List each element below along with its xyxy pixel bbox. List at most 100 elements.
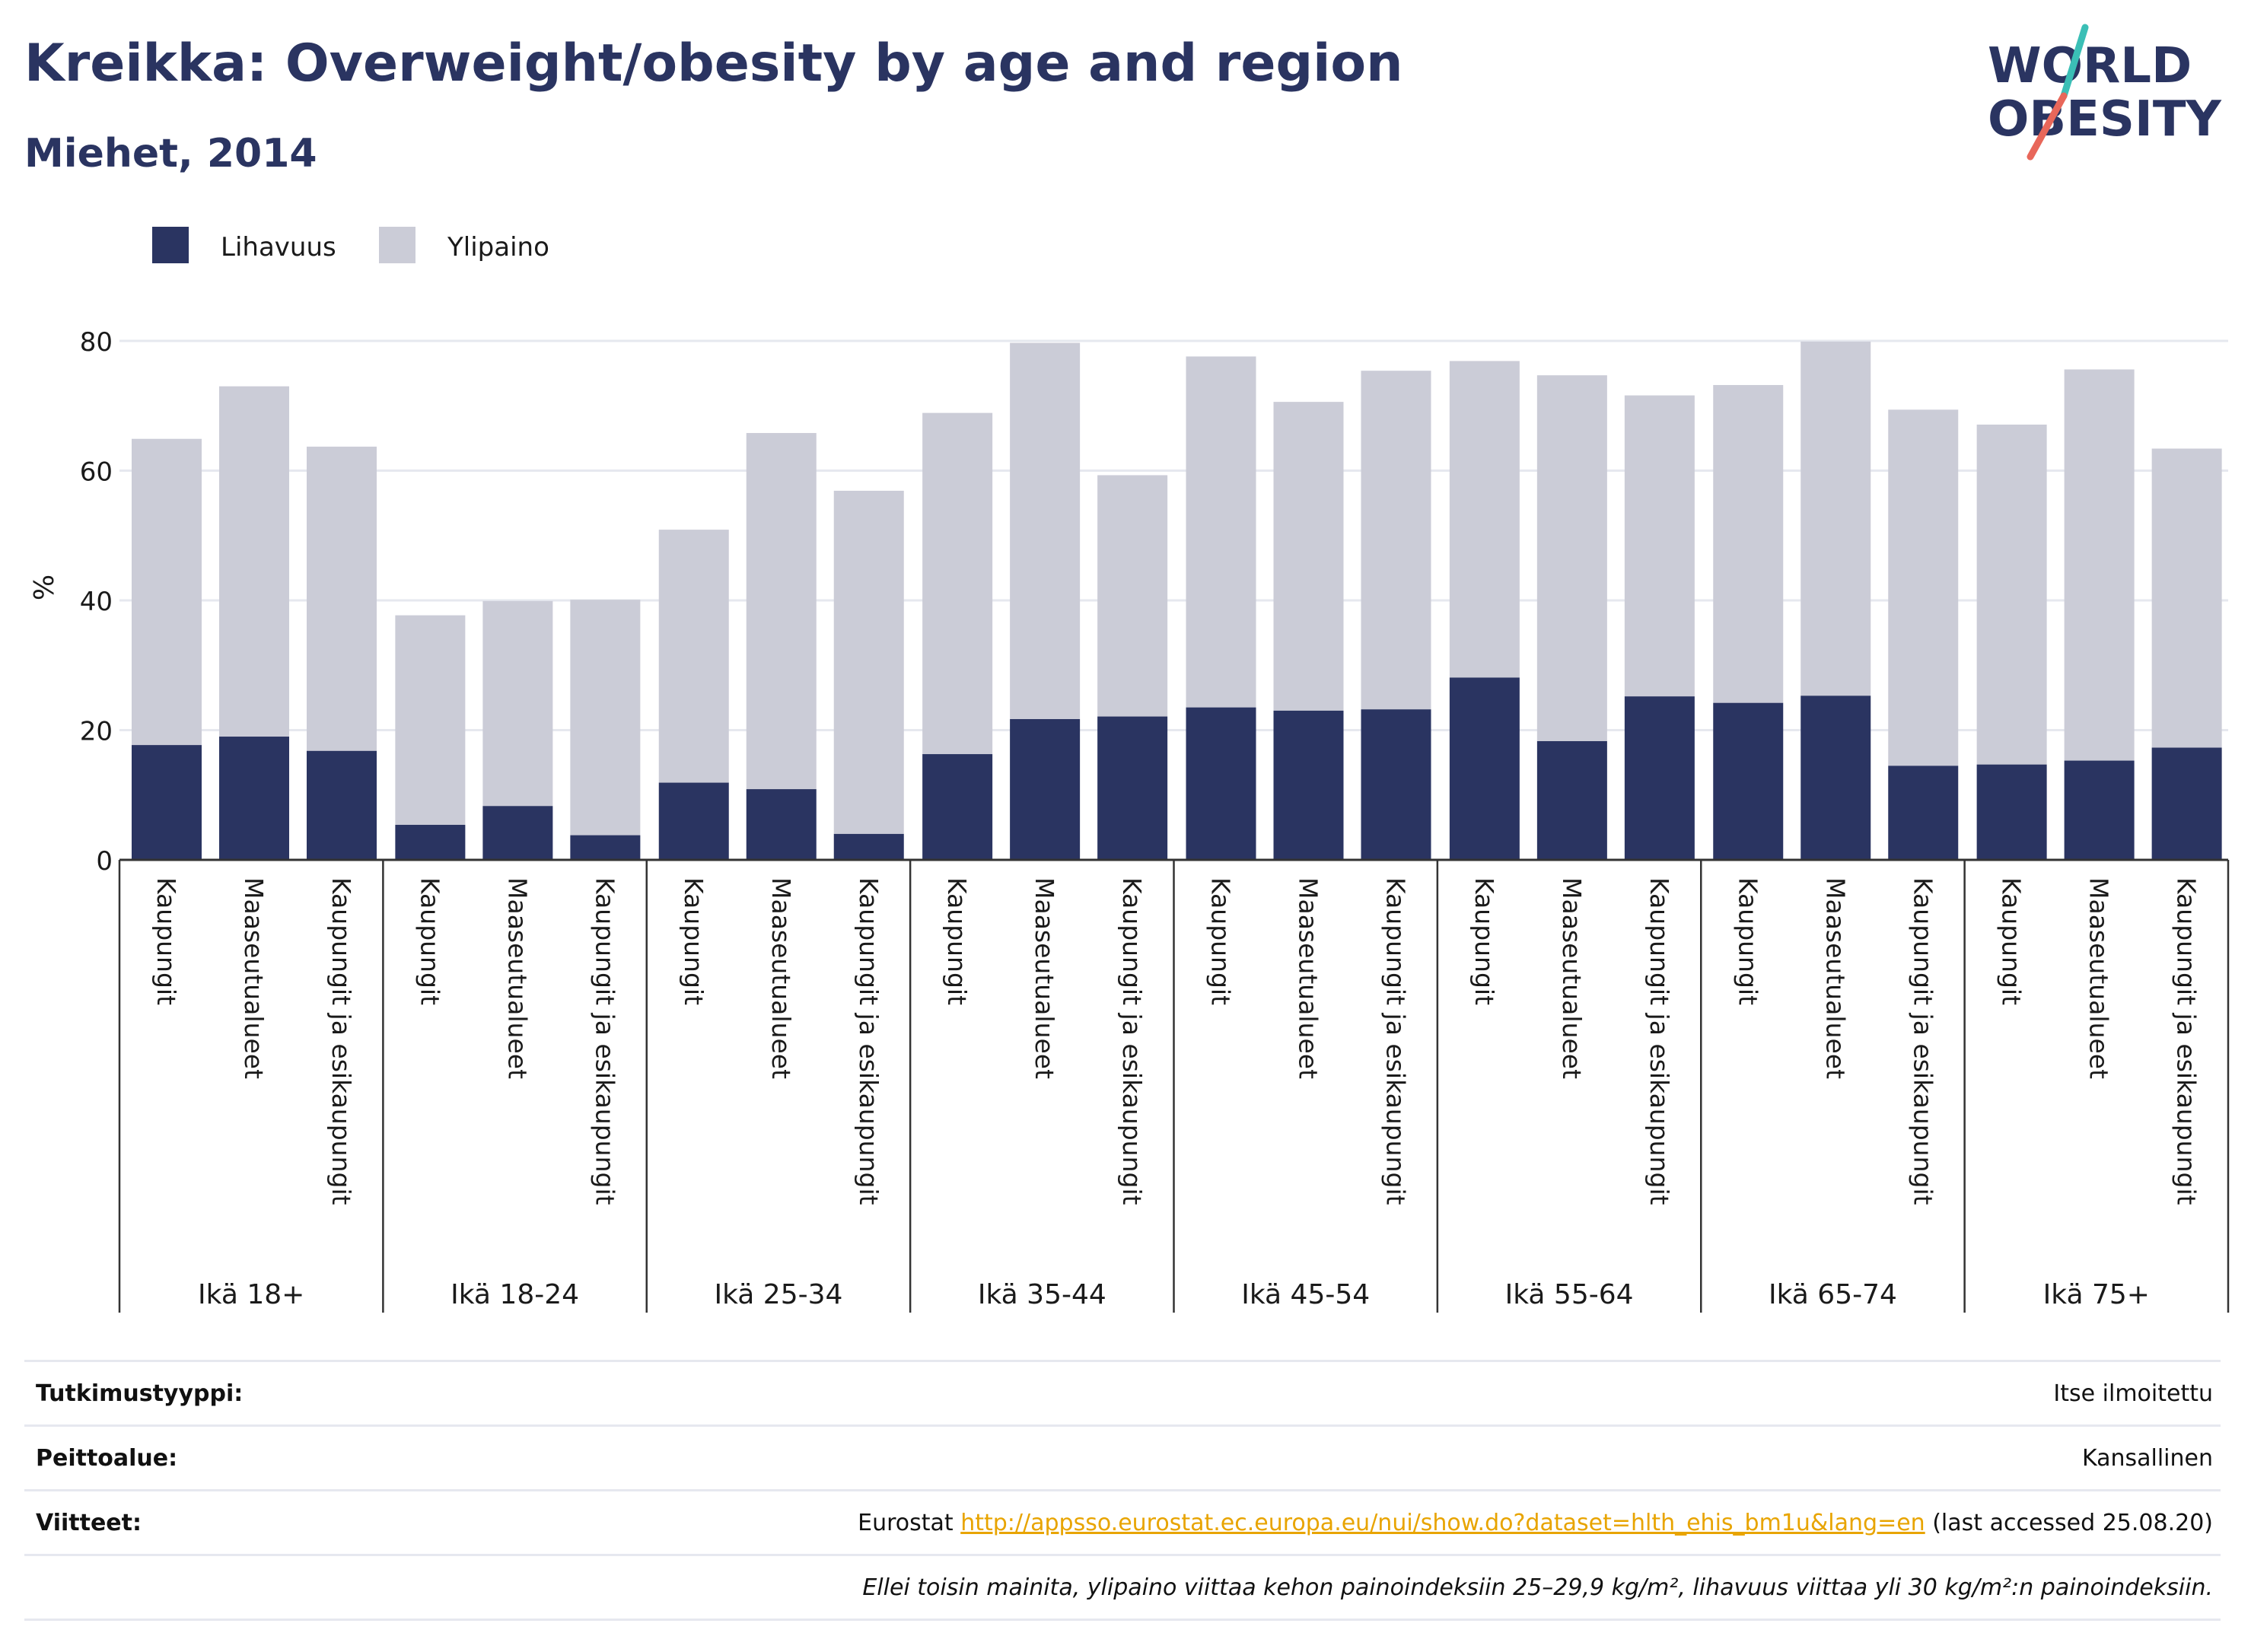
x-category-label: Kaupungit xyxy=(679,877,708,1005)
bar-ylipaino xyxy=(1800,341,1871,696)
x-group-label: Ikä 25-34 xyxy=(714,1279,842,1310)
bar-lihavuus xyxy=(1536,740,1607,860)
bar-lihavuus xyxy=(658,782,729,860)
bar-ylipaino xyxy=(1010,342,1081,720)
x-category-label: Kaupungit ja esikaupungit xyxy=(854,877,884,1205)
bar-lihavuus xyxy=(833,833,904,860)
bar-lihavuus xyxy=(1361,709,1431,860)
y-tick-label: 20 xyxy=(80,717,113,747)
bar-lihavuus xyxy=(1273,710,1344,860)
meta-value: Kansallinen xyxy=(2081,1445,2213,1472)
x-category-label: Kaupungit ja esikaupungit xyxy=(2172,877,2202,1205)
y-tick-label: 0 xyxy=(96,846,113,877)
y-axis-title: % xyxy=(29,575,60,600)
bar-ylipaino xyxy=(1186,356,1256,708)
x-category-label: Kaupungit ja esikaupungit xyxy=(590,877,619,1205)
meta-label: Tutkimustyyppi: xyxy=(36,1380,244,1407)
bar-ylipaino xyxy=(1536,375,1607,741)
y-axis: 0 20 40 60 80% xyxy=(29,327,113,877)
bar-lihavuus xyxy=(1800,695,1871,860)
x-category-label: Kaupungit ja esikaupungit xyxy=(326,877,356,1205)
bar-ylipaino xyxy=(1097,475,1168,717)
bar-lihavuus xyxy=(1097,716,1168,860)
x-category-label: Kaupungit xyxy=(1469,877,1499,1005)
meta-row: Tutkimustyyppi: Itse ilmoitettu xyxy=(24,1360,2221,1424)
logo-text-world: WORLD xyxy=(1988,38,2192,94)
meta-row: Viitteet: Eurostat http://appsso.eurostat… xyxy=(24,1489,2221,1554)
x-category-label: Kaupungit xyxy=(415,877,444,1005)
bar-ylipaino xyxy=(219,386,289,737)
x-group-label: Ikä 35-44 xyxy=(978,1279,1106,1310)
meta-row: Ellei toisin mainita, ylipaino viittaa k… xyxy=(24,1554,2221,1621)
bar-lihavuus xyxy=(922,754,993,860)
meta-row: Peittoalue: Kansallinen xyxy=(24,1424,2221,1489)
chart-title: Kreikka: Overweight/obesity by age and r… xyxy=(24,33,1403,94)
bar-lihavuus xyxy=(1186,707,1256,860)
bar-ylipaino xyxy=(2064,369,2135,761)
bar-ylipaino xyxy=(658,530,729,783)
stacked-bar-chart: Lihavuus Ylipaino 0 20 40 60 80% Kaupungit Maa… xyxy=(29,227,2230,1313)
x-category-label: Maaseutualueet xyxy=(1820,877,1850,1079)
logo-slash-red xyxy=(2027,92,2068,161)
bar-lihavuus xyxy=(395,824,466,860)
bar-lihavuus xyxy=(1976,764,2047,860)
x-category-label: Maaseutualueet xyxy=(239,877,269,1079)
x-group-label: Ikä 45-54 xyxy=(1241,1279,1370,1310)
bar-lihavuus xyxy=(482,806,553,860)
chart-subtitle: Miehet, 2014 xyxy=(24,131,317,177)
x-group-label: Ikä 75+ xyxy=(2043,1279,2150,1310)
x-category-label: Maaseutualueet xyxy=(1294,877,1323,1079)
x-category-label: Maaseutualueet xyxy=(2084,877,2114,1079)
bar-ylipaino xyxy=(833,490,904,834)
bar-lihavuus xyxy=(746,789,817,860)
bar-lihavuus xyxy=(1624,696,1695,860)
bar-ylipaino xyxy=(1449,361,1520,678)
legend-swatch-lihavuus xyxy=(152,227,189,263)
bar-lihavuus xyxy=(570,835,641,860)
y-tick-label: 60 xyxy=(80,457,113,488)
bar-ylipaino xyxy=(570,600,641,836)
meta-value: Itse ilmoitettu xyxy=(2053,1380,2213,1407)
bar-ylipaino xyxy=(1624,395,1695,697)
meta-label: Peittoalue: xyxy=(36,1445,178,1472)
x-group-label: Ikä 18+ xyxy=(198,1279,304,1310)
bar-lihavuus xyxy=(1449,677,1520,860)
x-category-label: Kaupungit xyxy=(1997,877,2027,1005)
bar-lihavuus xyxy=(2064,760,2135,860)
bar-ylipaino xyxy=(1361,371,1431,710)
x-category-label: Maaseutualueet xyxy=(502,877,532,1079)
metadata-table: Tutkimustyyppi: Itse ilmoitettu Peittoalue… xyxy=(24,1360,2221,1621)
bars xyxy=(132,341,2222,860)
bar-ylipaino xyxy=(1888,409,1959,766)
bar-lihavuus xyxy=(219,737,289,860)
bar-ylipaino xyxy=(1713,384,1784,703)
meta-value: Eurostat http://appsso.eurostat.ec.europ… xyxy=(858,1510,2213,1536)
x-category-label: Kaupungit xyxy=(1206,877,1236,1005)
bar-ylipaino xyxy=(746,433,817,790)
x-category-label: Kaupungit xyxy=(151,877,181,1005)
y-tick-label: 40 xyxy=(80,587,113,617)
bar-ylipaino xyxy=(1273,402,1344,711)
bar-lihavuus xyxy=(1888,766,1959,860)
bar-ylipaino xyxy=(482,600,553,807)
bar-ylipaino xyxy=(922,412,993,755)
x-category-label: Kaupungit ja esikaupungit xyxy=(1381,877,1411,1205)
logo-text-obesity: OBESITY xyxy=(1988,91,2221,148)
bar-lihavuus xyxy=(132,745,202,860)
gridlines xyxy=(119,339,2228,731)
x-category-label: Kaupungit ja esikaupungit xyxy=(1117,877,1147,1205)
x-category-label: Kaupungit xyxy=(1733,877,1762,1005)
legend-swatch-ylipaino xyxy=(379,227,415,263)
reference-link[interactable]: http://appsso.eurostat.ec.europa.eu/nui/… xyxy=(960,1510,1925,1536)
logo-slash-teal xyxy=(2060,24,2089,100)
bar-ylipaino xyxy=(1976,424,2047,765)
x-group-label: Ikä 55-64 xyxy=(1505,1279,1634,1310)
legend: Lihavuus Ylipaino xyxy=(152,227,549,263)
bar-lihavuus xyxy=(2151,747,2222,860)
x-category-label: Kaupungit ja esikaupungit xyxy=(1644,877,1674,1205)
bar-ylipaino xyxy=(2151,448,2222,748)
legend-label-ylipaino: Ylipaino xyxy=(447,232,549,263)
x-category-label: Maaseutualueet xyxy=(766,877,796,1079)
bar-ylipaino xyxy=(132,438,202,746)
x-axis: Kaupungit Maaseutualueet Kaupungit ja esik… xyxy=(118,858,2230,1313)
